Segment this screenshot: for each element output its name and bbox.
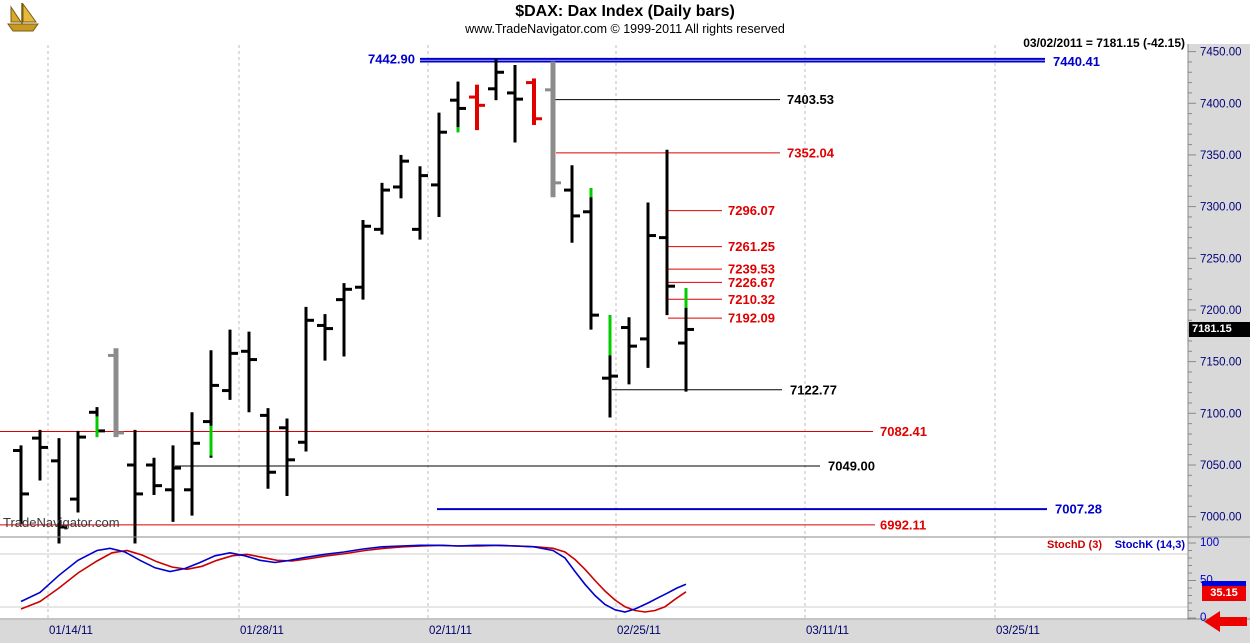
date-axis-label: 03/25/11 <box>996 625 1040 637</box>
watermark-text: TradeNavigator.com <box>3 515 120 530</box>
chart-title: $DAX: Dax Index (Daily bars) <box>515 3 735 20</box>
level-label-7007.28: 7007.28 <box>1055 502 1102 517</box>
last-quote-readout: 03/02/2011 = 7181.15 (-42.15) <box>1023 36 1185 50</box>
price-axis-label: 7300.00 <box>1200 202 1242 214</box>
level-label-7261.25: 7261.25 <box>728 239 775 254</box>
price-axis-label: 7100.00 <box>1200 408 1242 420</box>
price-axis-label: 7450.00 <box>1200 47 1242 59</box>
trade-navigator-logo-icon <box>7 2 39 32</box>
date-axis-label: 01/14/11 <box>49 625 93 637</box>
level-label-7403.53: 7403.53 <box>787 92 834 107</box>
price-axis-label: 7150.00 <box>1200 357 1242 369</box>
level-label-7192.09: 7192.09 <box>728 311 775 326</box>
price-axis-label: 7250.00 <box>1200 253 1242 265</box>
level-label-7122.77: 7122.77 <box>790 382 837 397</box>
stochk-legend-label: StochK (14,3) <box>1114 539 1185 551</box>
stochd-value-badge: 35.15 <box>1202 586 1246 601</box>
date-axis-label: 03/11/11 <box>806 625 849 637</box>
date-axis-label: 01/28/11 <box>240 625 284 637</box>
last-price-badge: 7181.15 <box>1189 322 1250 337</box>
level-label-7352.04: 7352.04 <box>787 145 835 160</box>
price-axis-label: 7050.00 <box>1200 460 1242 472</box>
price-axis-label: 7000.00 <box>1200 512 1242 524</box>
level-label-7296.07: 7296.07 <box>728 203 775 218</box>
stoch-axis-label: 100 <box>1200 537 1219 549</box>
stoch-axis-label: 0 <box>1200 612 1206 624</box>
level-label-7442.90: 7442.90 <box>368 51 415 66</box>
date-axis-band <box>0 620 1250 643</box>
price-axis-label: 7400.00 <box>1200 98 1242 110</box>
level-label-7210.32: 7210.32 <box>728 292 775 307</box>
level-label-7082.41: 7082.41 <box>880 424 927 439</box>
date-axis-label: 02/11/11 <box>429 625 472 637</box>
level-label-7049.00: 7049.00 <box>828 459 875 474</box>
level-label-7226.67: 7226.67 <box>728 275 775 290</box>
price-axis-label: 7350.00 <box>1200 150 1242 162</box>
chart-subtitle: www.TradeNavigator.com © 1999-2011 All r… <box>465 22 785 36</box>
stochk-value-marker <box>1202 581 1246 586</box>
stochd-curve <box>20 544 687 613</box>
date-axis-label: 02/25/11 <box>617 625 661 637</box>
scroll-left-arrow-icon[interactable] <box>1204 611 1247 632</box>
level-label-7239.53: 7239.53 <box>728 262 775 277</box>
stochd-legend-label: StochD (3) <box>1047 539 1102 551</box>
level-label-6992.11: 6992.11 <box>880 517 926 532</box>
level-label-7440.41: 7440.41 <box>1053 54 1100 69</box>
price-axis-label: 7200.00 <box>1200 305 1242 317</box>
stochk-curve <box>20 544 687 613</box>
